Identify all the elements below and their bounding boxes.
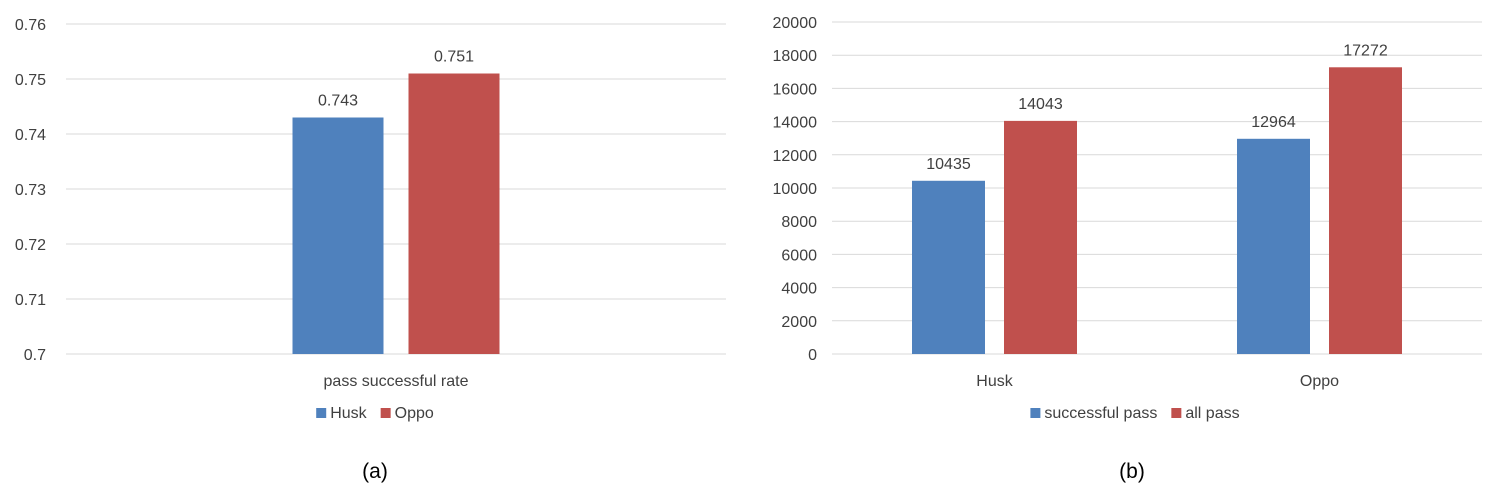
y-tick-label: 18000 xyxy=(773,48,818,65)
panel-caption: (a) xyxy=(362,460,388,483)
legend-label: all pass xyxy=(1185,405,1239,422)
legend: successful pass all pass xyxy=(1030,405,1240,422)
data-label: 0.751 xyxy=(434,49,474,66)
bar xyxy=(1237,138,1310,354)
bar xyxy=(1004,120,1077,354)
y-tick-label: 10000 xyxy=(773,181,818,198)
y-tick-label: 6000 xyxy=(781,247,817,264)
legend-label: successful pass xyxy=(1044,405,1157,422)
legend-swatch xyxy=(1030,408,1041,418)
bar xyxy=(912,180,985,354)
legend-label: Oppo xyxy=(395,405,434,422)
x-category-label: Husk xyxy=(976,373,1013,390)
y-tick-label: 0.76 xyxy=(15,17,46,34)
bar xyxy=(292,117,384,354)
legend-swatch xyxy=(316,408,327,418)
y-tick-label: 14000 xyxy=(773,115,818,132)
y-tick-label: 0.71 xyxy=(15,292,46,309)
y-tick-label: 8000 xyxy=(781,214,817,231)
y-tick-label: 0.73 xyxy=(15,182,46,199)
y-tick-label: 16000 xyxy=(773,81,818,98)
bar xyxy=(1329,67,1402,355)
legend: Husk Oppo xyxy=(316,405,434,422)
bar xyxy=(408,73,500,354)
y-tick-label: 20000 xyxy=(773,15,818,32)
data-label: 10435 xyxy=(926,156,971,173)
chart-panel-b: 0 2000 4000 6000 8000 10000 12000 14000 16000 180… xyxy=(773,15,1482,483)
data-label: 14043 xyxy=(1018,96,1063,113)
y-tick-label: 0.72 xyxy=(15,237,46,254)
panel-caption: (b) xyxy=(1119,460,1145,483)
y-tick-label: 0.7 xyxy=(24,347,46,364)
x-category-label: pass successful rate xyxy=(324,373,469,390)
y-tick-label: 0.75 xyxy=(15,72,46,89)
data-label: 17272 xyxy=(1343,42,1388,59)
legend-swatch xyxy=(380,408,391,418)
y-tick-label: 2000 xyxy=(781,314,817,331)
y-tick-label: 0.74 xyxy=(15,127,46,144)
x-category-label: Oppo xyxy=(1300,373,1339,390)
chart-panel-a: 0.7 0.71 0.72 0.73 0.74 0.75 0.76 0.743 0.751 pas… xyxy=(15,17,726,483)
y-tick-label: 0 xyxy=(808,347,817,364)
legend-swatch xyxy=(1171,408,1182,418)
legend-label: Husk xyxy=(330,405,367,422)
y-tick-label: 12000 xyxy=(773,148,818,165)
data-label: 0.743 xyxy=(318,93,358,110)
data-label: 12964 xyxy=(1251,114,1296,131)
y-tick-label: 4000 xyxy=(781,281,817,298)
